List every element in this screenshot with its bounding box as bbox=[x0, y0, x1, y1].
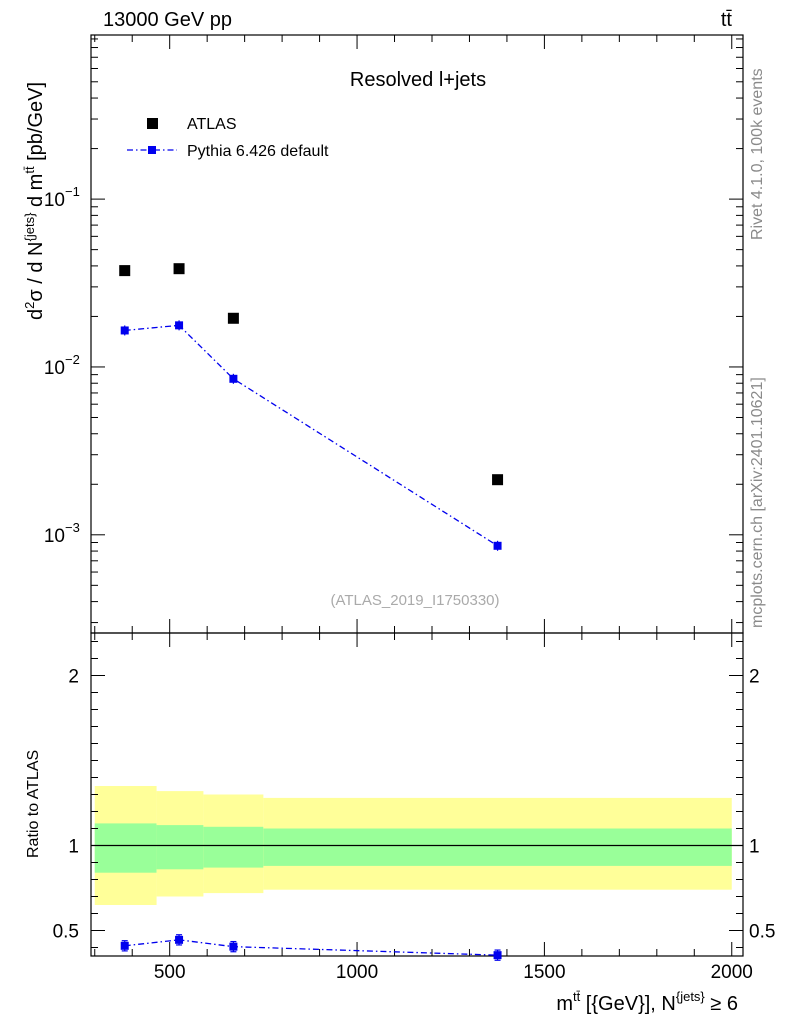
x-tick-label: 1000 bbox=[336, 962, 378, 983]
ratio-y-tick-label-right: 0.5 bbox=[749, 922, 775, 943]
svg-text:mtt̄ [{GeV}], N{jets} ≥ 6: mtt̄ [{GeV}], N{jets} ≥ 6 bbox=[556, 989, 738, 1015]
legend-atlas-label: ATLAS bbox=[187, 116, 237, 133]
ratio-y-tick-label-left: 2 bbox=[68, 667, 79, 688]
pythia-point bbox=[175, 321, 184, 330]
pythia-line bbox=[124, 324, 498, 547]
legend: ATLAS Pythia 6.426 default bbox=[127, 116, 329, 160]
x-tick-label: 500 bbox=[154, 962, 186, 983]
pythia-point bbox=[120, 326, 129, 335]
ratio-y-tick-label-left: 1 bbox=[68, 837, 79, 858]
x-tick-label: 2000 bbox=[711, 962, 753, 983]
ratio-pythia-line bbox=[124, 939, 498, 956]
main-y-tick-label-exponent: −1 bbox=[65, 184, 80, 199]
x-axis-label: mtt̄ [{GeV}], N{jets} ≥ 6 bbox=[556, 989, 738, 1015]
svg-text:d2σ / d N{jets} d mtt̄ [pb/G: d2σ / d N{jets} d mtt̄ [pb/GeV] bbox=[22, 82, 47, 320]
ratio-point bbox=[175, 935, 184, 944]
pythia-point bbox=[229, 374, 238, 383]
ratio-y-tick-label-right: 1 bbox=[749, 837, 760, 858]
main-y-tick-label-exponent: −2 bbox=[65, 352, 80, 367]
ratio-y-axis-label: Ratio to ATLAS bbox=[25, 750, 42, 858]
ratio-point bbox=[229, 942, 238, 951]
main-y-tick-label: 10 bbox=[44, 526, 65, 547]
ratio-axes: 0.5 0.5 1 1 2 2 500 1000 1500 2000 bbox=[53, 632, 775, 983]
band-green bbox=[156, 825, 204, 870]
plot-title: Resolved l+jets bbox=[350, 69, 486, 91]
legend-pythia-marker bbox=[148, 146, 156, 154]
atlas-point bbox=[227, 312, 239, 324]
band-green bbox=[203, 826, 264, 868]
atlas-point bbox=[173, 263, 185, 275]
ratio-y-tick-label-left: 0.5 bbox=[53, 922, 79, 943]
band-green bbox=[263, 828, 732, 866]
ratio-plot-area bbox=[120, 934, 502, 961]
main-y-axis-label: d2σ / d N{jets} d mtt̄ [pb/GeV] bbox=[22, 82, 47, 320]
ratio-uncertainty-bands bbox=[94, 786, 732, 905]
main-y-tick-label: 10 bbox=[44, 358, 65, 379]
ratio-point bbox=[493, 951, 502, 960]
rivet-version-label: Rivet 4.1.0, 100k events bbox=[749, 68, 766, 240]
x-tick-label: 1500 bbox=[523, 962, 565, 983]
atlas-point bbox=[492, 474, 504, 486]
energy-label: 13000 GeV pp bbox=[103, 9, 232, 31]
analysis-watermark: (ATLAS_2019_I1750330) bbox=[330, 592, 499, 609]
main-plot-area bbox=[119, 263, 504, 551]
pythia-point bbox=[493, 541, 502, 550]
main-y-tick-label-exponent: −3 bbox=[65, 520, 80, 535]
band-green bbox=[94, 823, 157, 873]
source-label: mcplots.cern.ch [arXiv:2401.10621] bbox=[749, 377, 766, 628]
ratio-y-tick-label-right: 2 bbox=[749, 667, 760, 688]
legend-pythia-label: Pythia 6.426 default bbox=[187, 143, 329, 160]
atlas-point bbox=[119, 265, 131, 277]
main-y-tick-label: 10 bbox=[44, 190, 65, 211]
ratio-point bbox=[120, 941, 129, 950]
legend-atlas-marker bbox=[147, 118, 158, 129]
process-label: tt̄ bbox=[721, 9, 733, 31]
